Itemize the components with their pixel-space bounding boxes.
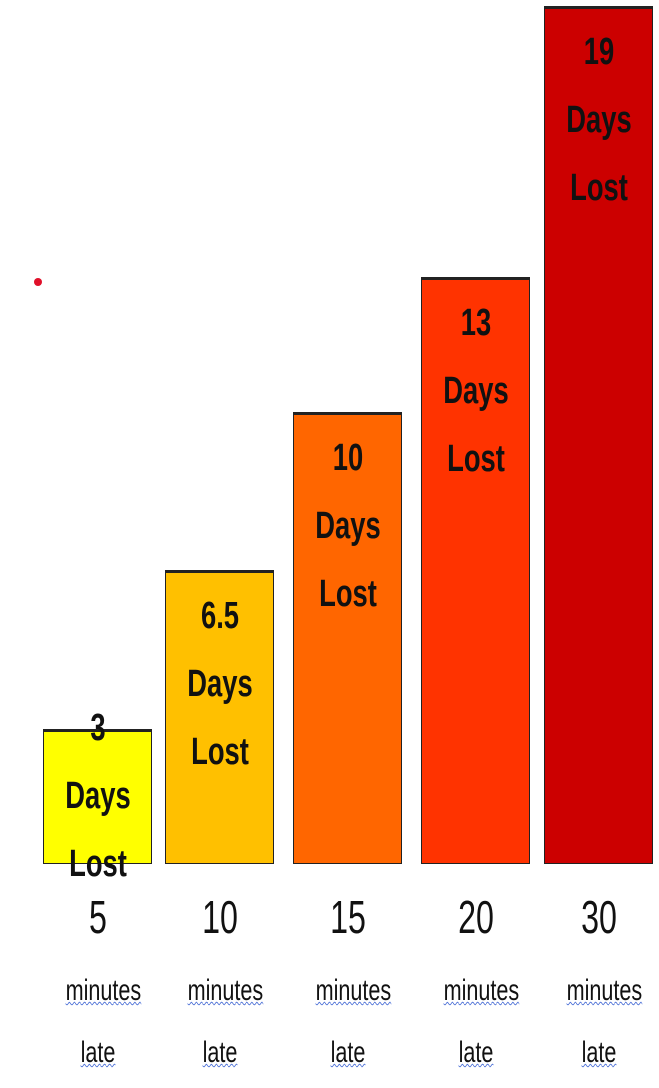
- data-label: 3 Days Lost: [64, 707, 131, 886]
- data-label: 19 Days Lost: [565, 31, 632, 209]
- x-tick-label: 20: [457, 891, 494, 943]
- decoration-dot: [34, 278, 42, 286]
- x-tick-label: 15: [329, 891, 366, 943]
- x-unit-label: minutes late: [443, 974, 519, 1069]
- data-label: 6.5 Days Lost: [186, 595, 253, 774]
- x-unit-label: minutes late: [187, 974, 263, 1069]
- x-tick-label: 30: [580, 891, 617, 943]
- x-unit-label: minutes late: [315, 974, 391, 1069]
- bar: [293, 412, 402, 864]
- data-label: 10 Days Lost: [314, 437, 381, 616]
- bar: [43, 728, 152, 864]
- x-tick-label: 5: [88, 891, 107, 943]
- data-label: 13 Days Lost: [442, 301, 509, 480]
- bar: [421, 276, 530, 864]
- x-tick-label: 10: [201, 891, 238, 943]
- x-unit-label: minutes late: [65, 974, 141, 1069]
- x-unit-label: minutes late: [566, 974, 642, 1069]
- bar: [165, 570, 274, 864]
- bar: [544, 6, 653, 864]
